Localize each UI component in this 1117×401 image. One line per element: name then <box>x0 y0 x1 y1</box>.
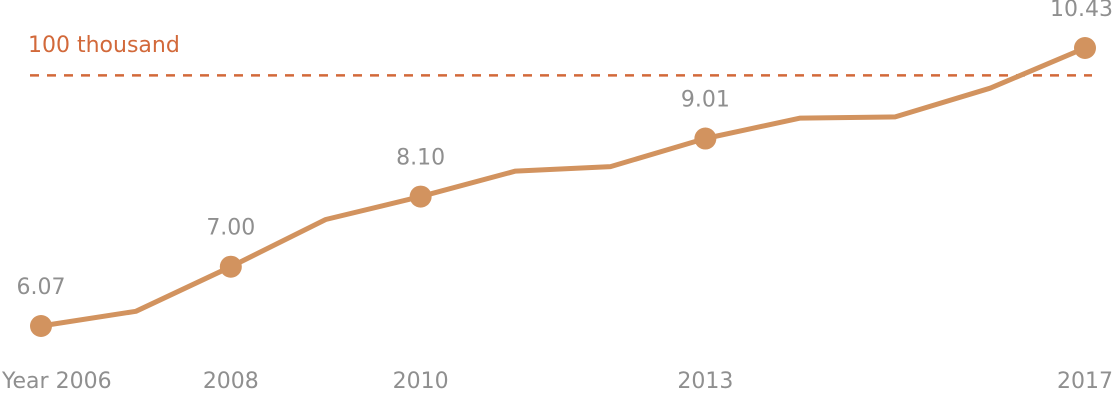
data-marker-2010 <box>409 185 432 208</box>
reference-line-label: 100 thousand <box>28 33 180 58</box>
data-marker-2008 <box>219 255 242 278</box>
x-tick-2008: 2008 <box>203 369 259 394</box>
data-label-2017: 10.43 <box>1050 0 1113 22</box>
data-labels: 6.07 7.00 8.10 9.01 10.43 <box>17 0 1113 300</box>
data-label-2013: 9.01 <box>681 88 730 113</box>
x-axis-tick-labels: Year 2006 2008 2010 2013 2017 <box>1 369 1113 394</box>
data-marker-2013 <box>694 127 717 150</box>
data-marker-2017 <box>1074 37 1096 59</box>
series-line <box>40 45 1086 329</box>
x-tick-2006: Year 2006 <box>1 369 112 394</box>
data-label-2008: 7.00 <box>206 216 255 241</box>
data-label-2010: 8.10 <box>396 146 445 171</box>
x-tick-2017: 2017 <box>1057 369 1113 394</box>
data-marker-2006 <box>30 315 52 337</box>
x-tick-2013: 2013 <box>677 369 733 394</box>
data-label-2006: 6.07 <box>17 275 66 300</box>
x-tick-2010: 2010 <box>393 369 449 394</box>
data-markers <box>30 37 1096 337</box>
